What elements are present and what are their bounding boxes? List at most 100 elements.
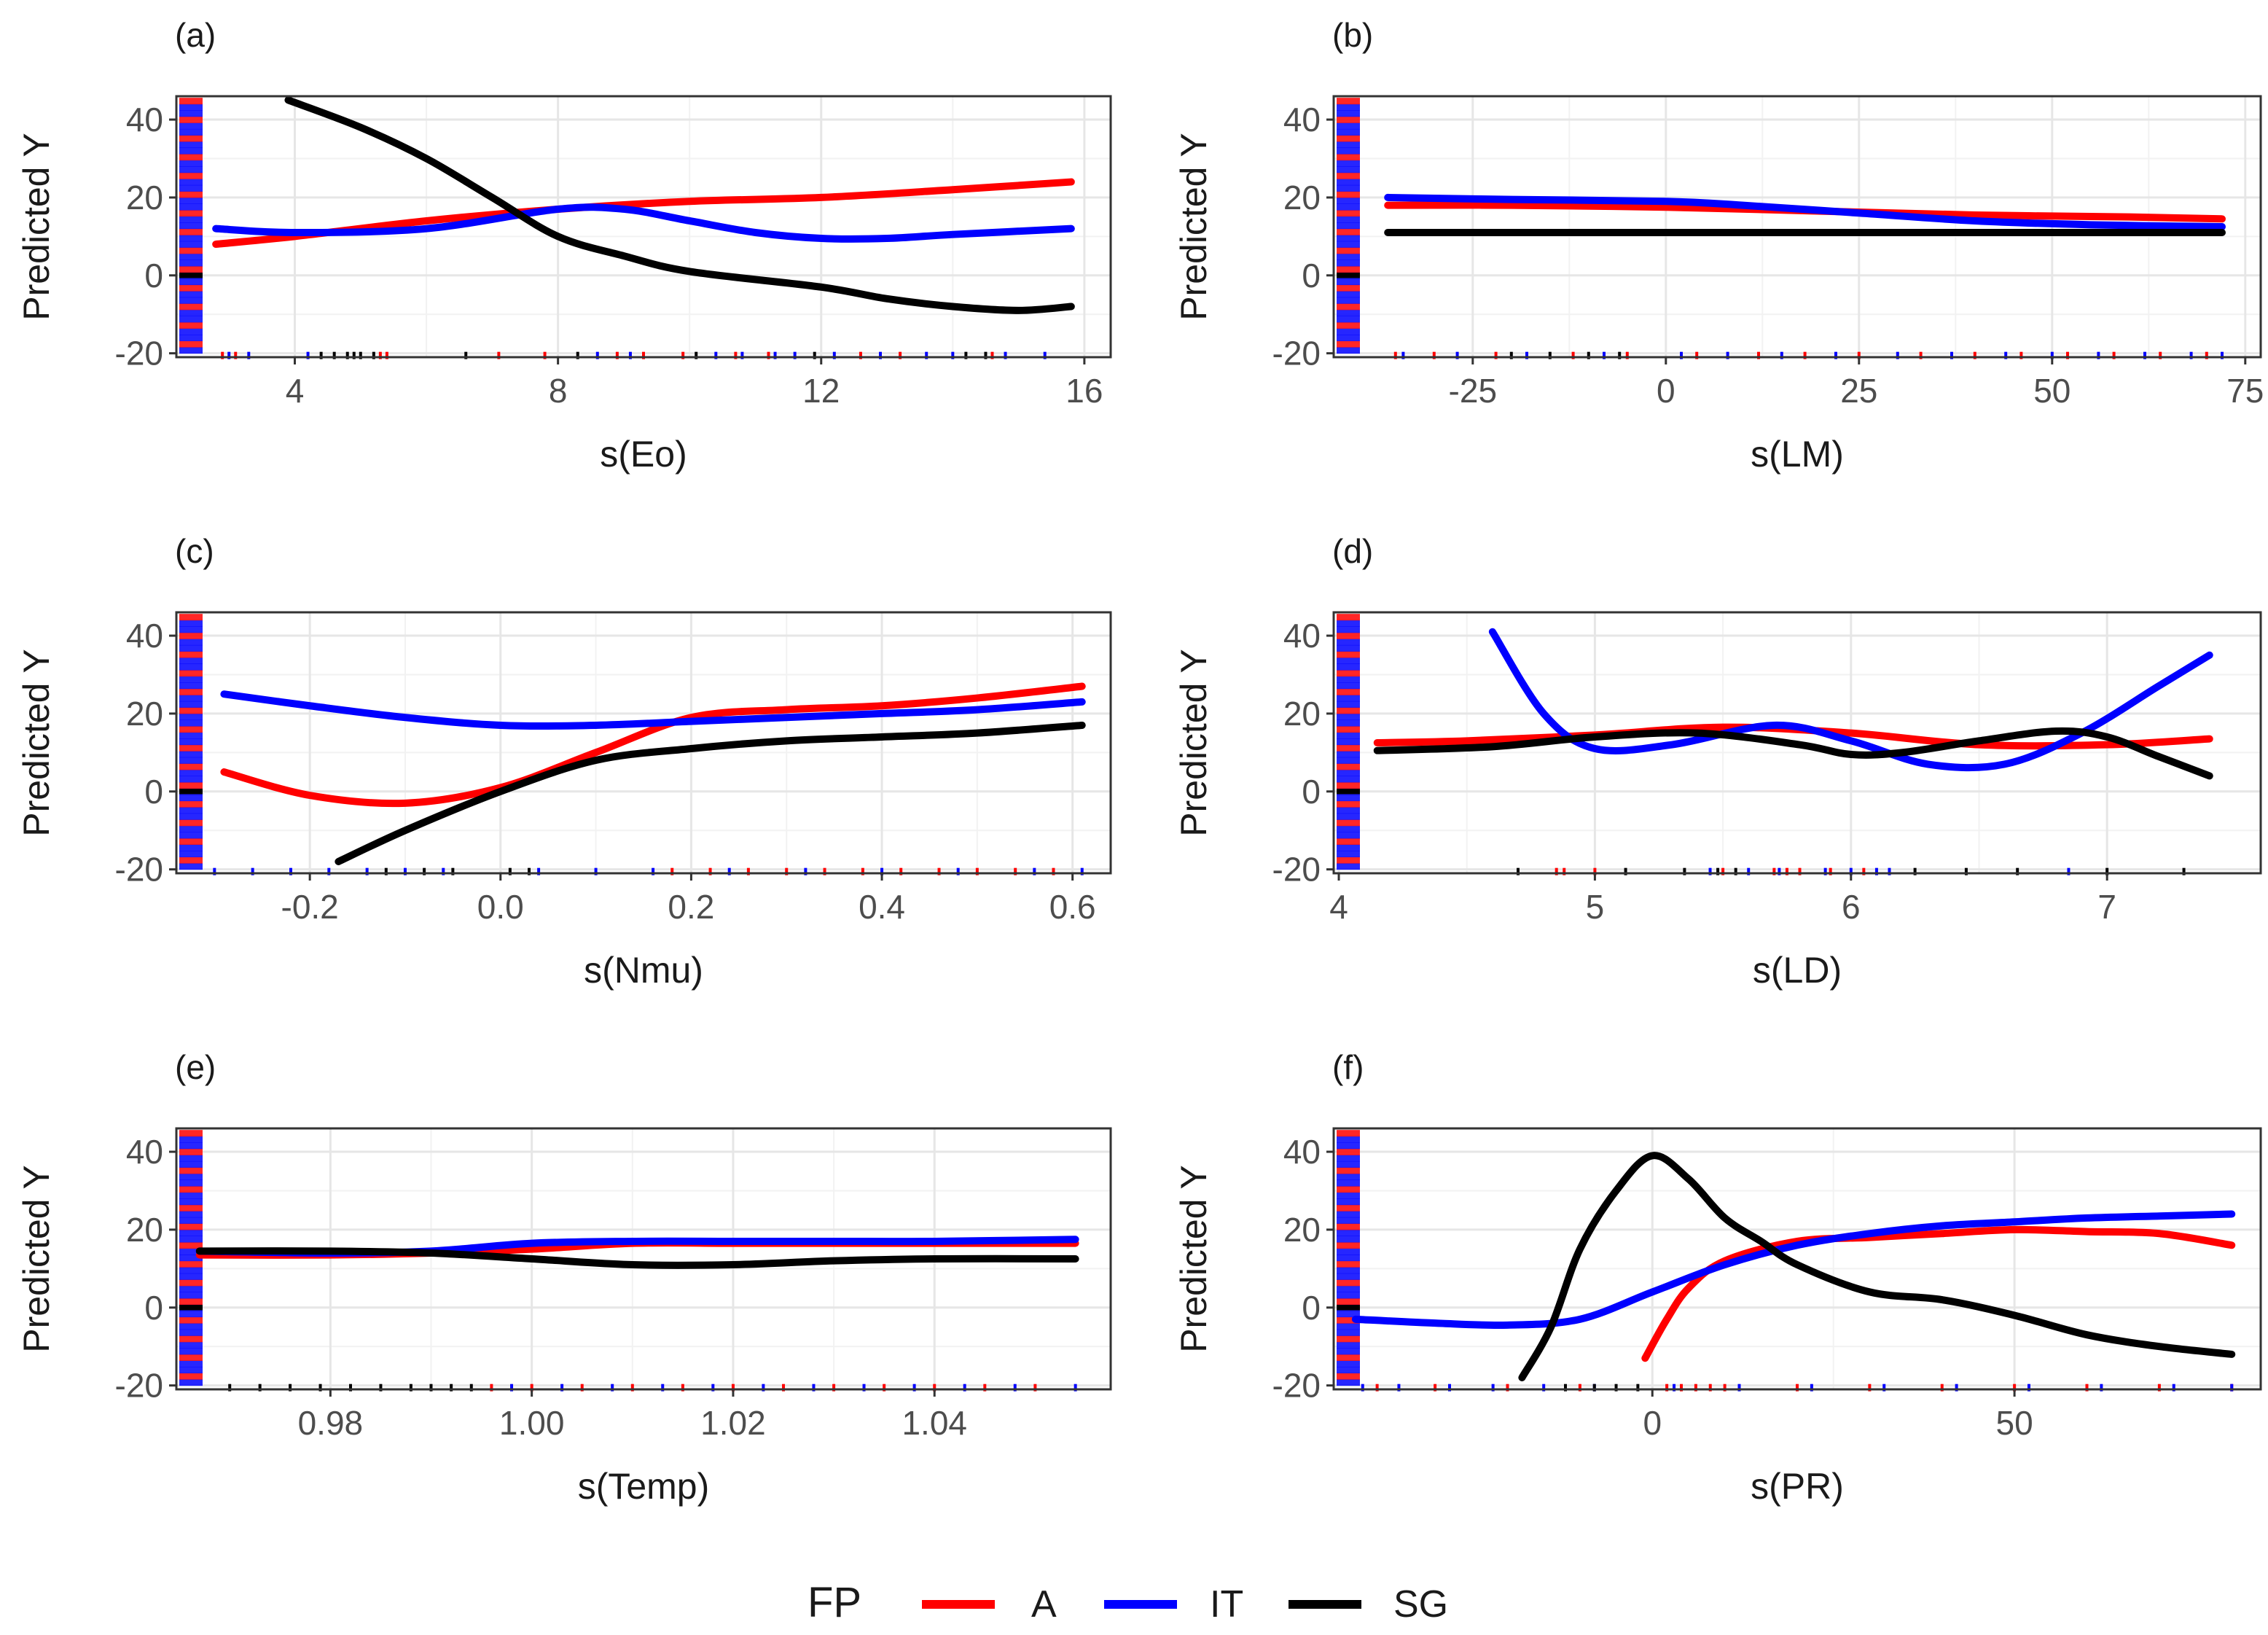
y-rug-band	[179, 620, 203, 627]
x-tick-label: 0.0	[477, 888, 524, 926]
y-rug-band	[1337, 707, 1360, 714]
x-axis-title: s(Temp)	[578, 1466, 710, 1507]
y-rug-band	[1337, 316, 1360, 323]
y-rug-band	[1337, 663, 1360, 671]
y-rug-band	[1337, 1379, 1360, 1386]
y-rug-band	[1337, 265, 1360, 273]
x-tick-label: 5	[1586, 888, 1605, 926]
panel-border	[1332, 1127, 2262, 1391]
legend-label-sg: SG	[1393, 1583, 1448, 1626]
y-rug-band	[1337, 1373, 1360, 1380]
x-tick-label: 8	[549, 372, 568, 410]
y-rug-band	[179, 222, 203, 230]
y-axis-title: Predicted Y	[1173, 1165, 1214, 1353]
y-rug-band	[179, 210, 203, 217]
y-tick-label: -20	[1272, 851, 1321, 889]
y-rug-band	[179, 776, 203, 783]
panel-6: -20 0 20 40 0 50 s(PR) Predicted Y (f)	[1173, 1048, 2262, 1507]
y-rug-band	[179, 1198, 203, 1206]
y-tick-label: 20	[126, 695, 163, 733]
y-rug-band	[179, 800, 203, 808]
y-rug-band	[179, 844, 203, 851]
y-rug-band	[179, 1211, 203, 1218]
y-tick-label: 40	[1283, 1133, 1321, 1171]
y-rug	[1337, 614, 1360, 870]
y-rug-band	[1337, 1316, 1360, 1324]
y-rug-band	[179, 701, 203, 708]
y-rug-band	[179, 695, 203, 702]
y-tick-label: 0	[144, 257, 163, 294]
x-tick-label: 50	[2033, 372, 2070, 410]
y-tick-label: -20	[1272, 335, 1321, 372]
y-rug-band	[179, 832, 203, 839]
y-tick-label: 20	[126, 179, 163, 216]
y-rug-band	[179, 253, 203, 260]
panel-2: -20 0 20 40 -25 0 25 50 75 s(LM) Predicted Y (b)	[1173, 16, 2264, 475]
y-rug-band	[179, 172, 203, 179]
y-rug-band	[1337, 228, 1360, 235]
series-line-sg	[195, 1247, 1079, 1269]
y-rug-band	[1337, 303, 1360, 311]
y-rug-band	[179, 303, 203, 311]
x-axis-title: s(LM)	[1751, 434, 1844, 475]
y-rug-band	[179, 1360, 203, 1367]
y-rug-band	[179, 713, 203, 720]
y-rug-band	[179, 807, 203, 814]
x-tick-label: 1.04	[902, 1404, 967, 1442]
y-rug-band	[179, 819, 203, 827]
y-tick-label: 0	[144, 773, 163, 811]
y-rug-band	[1337, 1173, 1360, 1181]
y-tick-label: 20	[1283, 695, 1321, 733]
x-axis-title: s(LD)	[1753, 950, 1842, 991]
panel-3: -20 0 20 40 -0.2 0.0 0.2 0.4 0.6 s(Nmu) Predicted …	[16, 532, 1112, 991]
y-rug-band	[179, 1160, 203, 1168]
y-rug-band	[179, 1373, 203, 1380]
series-line-it	[220, 690, 1086, 730]
y-tick-label: 40	[126, 617, 163, 655]
y-rug-band	[179, 1354, 203, 1361]
y-rug-band	[179, 1379, 203, 1386]
y-rug-band	[179, 1217, 203, 1224]
y-rug-band	[1337, 795, 1360, 802]
x-tick-label: 1.00	[499, 1404, 565, 1442]
y-rug-band	[179, 110, 203, 117]
x-tick-label: 50	[1996, 1404, 2033, 1442]
y-rug-band	[1337, 807, 1360, 814]
y-rug-band	[179, 1279, 203, 1287]
y-rug-band	[179, 260, 203, 267]
y-rug-band	[1337, 1273, 1360, 1280]
y-rug-band	[179, 122, 203, 130]
y-rug-band	[1337, 184, 1360, 192]
y-rug-band	[179, 247, 203, 254]
y-rug-band	[1337, 1254, 1360, 1262]
y-rug-band	[179, 347, 203, 354]
y-rug-band	[179, 191, 203, 198]
y-rug-band	[1337, 1267, 1360, 1274]
panel-border	[1332, 95, 2262, 359]
y-rug-band	[179, 197, 203, 204]
y-rug-band	[1337, 141, 1360, 149]
y-rug-band	[1337, 657, 1360, 665]
panel-1: -20 0 20 40 4 8 12 16 s(Eo) Predicted Y (a)	[16, 16, 1112, 475]
series-line-it	[1384, 193, 2226, 230]
y-rug-band	[1337, 1130, 1360, 1137]
y-rug-band	[1337, 763, 1360, 770]
y-rug-band	[1337, 172, 1360, 179]
y-tick-label: 40	[126, 101, 163, 138]
x-tick-label: 16	[1065, 372, 1103, 410]
y-rug-band	[1337, 1260, 1360, 1268]
y-rug-band	[179, 751, 203, 758]
y-rug-band	[1337, 1354, 1360, 1361]
y-rug-band	[179, 688, 203, 695]
panel-4: -20 0 20 40 4 5 6 7 s(LD) Predicted Y (d)	[1173, 532, 2262, 991]
y-rug-mark	[1337, 273, 1360, 278]
y-rug-band	[1337, 1367, 1360, 1374]
y-rug-band	[1337, 813, 1360, 820]
y-tick-label: 40	[126, 1133, 163, 1171]
y-rug-band	[1337, 1204, 1360, 1211]
y-rug-band	[1337, 626, 1360, 633]
y-rug-band	[1337, 216, 1360, 223]
y-tick-label: 0	[1302, 1289, 1321, 1327]
y-rug-band	[1337, 695, 1360, 702]
